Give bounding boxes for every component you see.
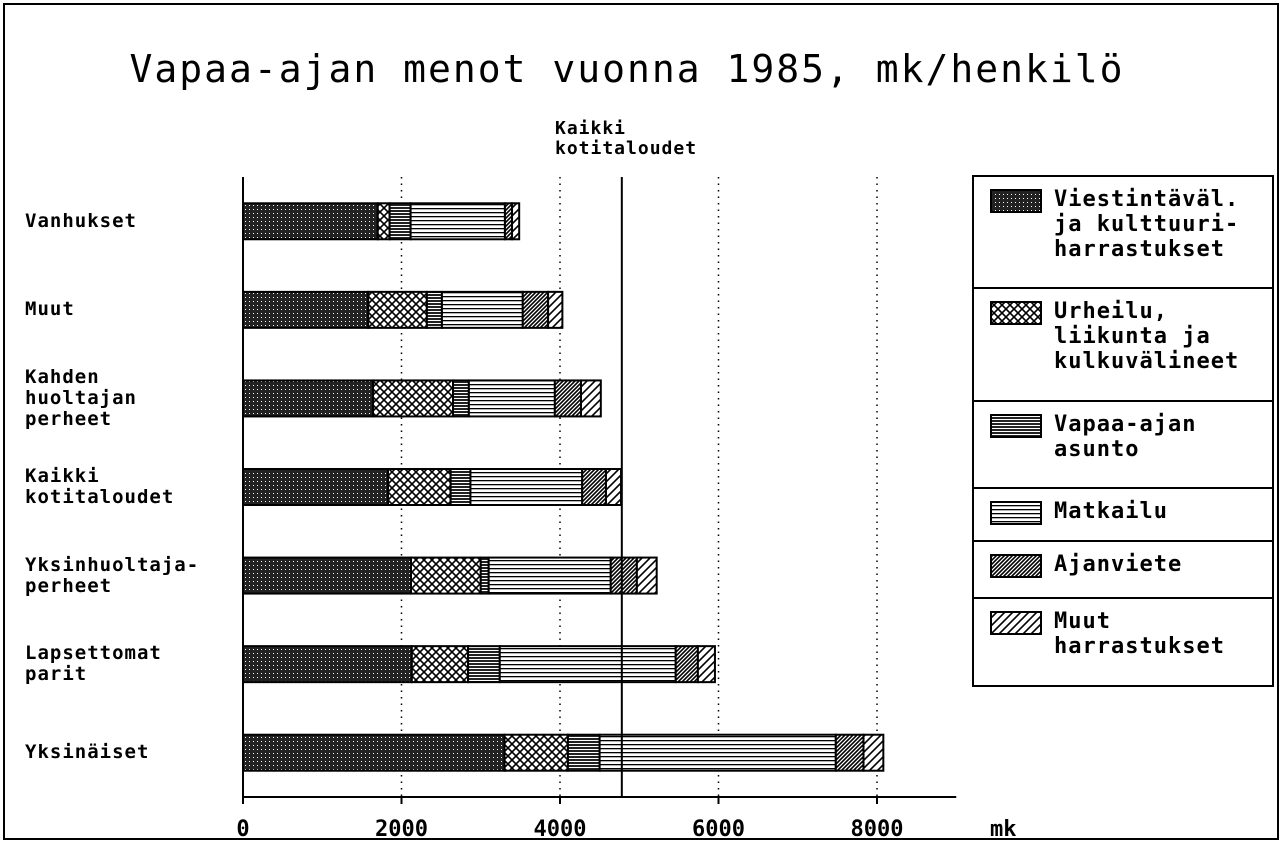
legend-item: Muut harrastukset	[974, 599, 1272, 685]
bar-segment	[242, 379, 374, 418]
x-tick-label: 0	[236, 817, 249, 842]
legend-swatch	[990, 414, 1042, 438]
bar-segment	[521, 290, 550, 329]
legend: Viestintäväl. ja kulttuuri- harrastukset…	[972, 175, 1274, 687]
bar-segment	[479, 556, 490, 595]
bar-segment	[452, 379, 470, 418]
x-tick-label: 2000	[375, 817, 428, 842]
reference-label: Kaikki kotitaloudet	[555, 118, 698, 159]
bar-segment	[242, 202, 379, 241]
bar-segment	[635, 556, 658, 595]
x-tick-label: 6000	[692, 817, 745, 842]
legend-swatch	[990, 611, 1042, 635]
bar-segment	[425, 290, 443, 329]
bar-segment	[503, 733, 569, 772]
bar-segment	[511, 202, 521, 241]
legend-item: Ajanviete	[974, 542, 1272, 599]
bar-segment	[547, 290, 564, 329]
bar-segment	[371, 379, 455, 418]
legend-label: Vapaa-ajan asunto	[1054, 412, 1197, 462]
legend-swatch	[990, 501, 1042, 525]
bar-segment	[376, 202, 391, 241]
bar-segment	[580, 379, 602, 418]
bar-segment	[242, 468, 390, 506]
bar-segment	[387, 468, 452, 506]
bar-segment	[410, 556, 482, 595]
y-tick-label: Lapsettomat parit	[25, 642, 162, 686]
legend-item: Viestintäväl. ja kulttuuri- harrastukset	[974, 177, 1272, 289]
bar-segment	[469, 468, 584, 506]
legend-label: Ajanviete	[1054, 552, 1183, 577]
bar-segment	[409, 202, 506, 241]
bar-segment	[598, 733, 837, 772]
bar-segment	[467, 379, 556, 418]
legend-item: Vapaa-ajan asunto	[974, 402, 1272, 489]
bar-segment	[566, 733, 601, 772]
legend-swatch-fill	[990, 189, 1042, 213]
bar-segment	[242, 645, 413, 684]
bar-segment	[242, 290, 370, 329]
legend-swatch-fill	[990, 301, 1042, 325]
legend-swatch	[990, 554, 1042, 578]
y-tick-label: Muut	[25, 298, 75, 321]
legend-swatch-fill	[990, 554, 1042, 578]
y-tick-label: Yksinhuoltaja- perheet	[25, 553, 200, 597]
bar-segment	[498, 645, 677, 684]
frame	[3, 3, 1279, 840]
x-tick-label: 4000	[534, 817, 587, 842]
bar-segment	[440, 290, 524, 329]
bar-segment	[449, 468, 472, 506]
bar-segment	[487, 556, 612, 595]
legend-label: Matkailu	[1054, 499, 1168, 524]
legend-item: Urheilu, liikunta ja kulkuvälineet	[974, 289, 1272, 402]
x-axis-label: mk	[990, 817, 1017, 842]
legend-label: Viestintäväl. ja kulttuuri- harrastukset	[1054, 187, 1240, 262]
legend-label: Urheilu, liikunta ja kulkuvälineet	[1054, 299, 1240, 374]
y-tick-label: Yksinäiset	[25, 741, 150, 764]
bar-segment	[242, 556, 413, 595]
bar-segment	[581, 468, 607, 506]
bar-segment	[553, 379, 583, 418]
legend-swatch	[990, 189, 1042, 213]
bar-segment	[467, 645, 501, 684]
legend-item: Matkailu	[974, 489, 1272, 542]
bar-segment	[674, 645, 699, 684]
bar-segment	[367, 290, 428, 329]
legend-swatch-fill	[990, 414, 1042, 438]
bar-segment	[604, 468, 623, 506]
legend-swatch	[990, 301, 1042, 325]
legend-swatch-fill	[990, 501, 1042, 525]
legend-label: Muut harrastukset	[1054, 609, 1225, 659]
legend-swatch-fill	[990, 611, 1042, 635]
y-tick-label: Kaikki kotitaloudet	[25, 465, 175, 508]
y-tick-label: Kahden huoltajan perheet	[25, 365, 137, 430]
bar-segment	[862, 733, 885, 772]
bar-segment	[388, 202, 412, 241]
bar-segment	[242, 733, 506, 772]
bar-segment	[410, 645, 470, 684]
x-tick-label: 8000	[851, 817, 904, 842]
chart-title: Vapaa-ajan menot vuonna 1985, mk/henkilö	[129, 47, 1124, 91]
bar-segment	[696, 645, 716, 684]
bar-segment	[503, 202, 514, 241]
bar-segment	[834, 733, 865, 772]
y-tick-label: Vanhukset	[25, 209, 137, 232]
bar-segment	[609, 556, 638, 595]
